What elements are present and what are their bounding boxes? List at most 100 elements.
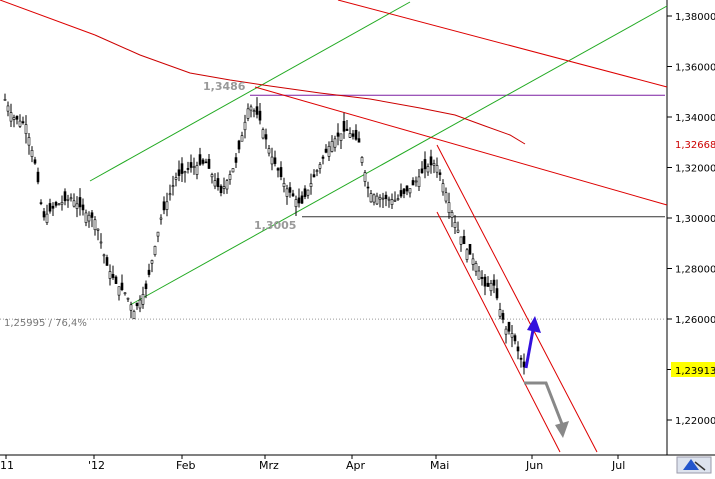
- candle-body: [192, 166, 196, 168]
- y-tick-label: 1,26000: [675, 315, 715, 326]
- candle-body: [507, 321, 511, 332]
- candle-body: [102, 254, 106, 257]
- candle-body: [27, 137, 31, 146]
- trend-line: [89, 1, 411, 182]
- candle-body: [150, 260, 154, 264]
- candle-body: [408, 188, 412, 194]
- candle-body: [51, 205, 55, 209]
- candle-body: [504, 328, 508, 335]
- candle-body: [117, 286, 121, 296]
- x-tick-label: Mrz: [259, 459, 279, 472]
- retracement-label: 1,25995 / 76,4%: [4, 318, 87, 329]
- y-tick-label: 1,22000: [675, 416, 715, 427]
- candle-body: [378, 197, 382, 200]
- candle-body: [417, 176, 421, 187]
- candle-body: [183, 171, 187, 174]
- candle-body: [336, 132, 340, 137]
- candle-body: [330, 141, 334, 152]
- candle-body: [462, 236, 466, 245]
- candle-body: [468, 243, 472, 255]
- x-tick-label: Apr: [346, 459, 366, 472]
- x-tick-label: '12: [88, 459, 105, 472]
- candle-body: [36, 171, 40, 183]
- candle-body: [18, 120, 22, 127]
- candle-body: [216, 178, 220, 187]
- candle-body: [270, 156, 274, 165]
- candle-body: [423, 159, 427, 170]
- candle-body: [93, 219, 97, 231]
- current-price-text: 1,23913: [675, 366, 715, 377]
- candle-body: [333, 138, 337, 148]
- candle-body: [63, 191, 67, 202]
- candle-body: [249, 106, 253, 111]
- x-tick-label: Jun: [525, 459, 543, 472]
- trend-lines: [0, 0, 668, 453]
- candle-body: [339, 133, 343, 141]
- candle-body: [204, 161, 208, 164]
- candle-body: [225, 180, 229, 190]
- arrow-up-shaft: [524, 329, 535, 369]
- candle-body: [522, 361, 526, 368]
- candle-body: [231, 168, 235, 173]
- candle-body: [129, 304, 133, 311]
- candle-body: [24, 124, 28, 134]
- candle-body: [30, 150, 34, 157]
- candle-body: [114, 276, 118, 284]
- candle-body: [297, 197, 301, 204]
- candle-body: [465, 249, 469, 260]
- candle-body: [447, 202, 451, 213]
- arrow-down-shaft: [524, 381, 564, 425]
- candle-body: [513, 335, 517, 342]
- candle-body: [426, 166, 430, 173]
- y-tick-label: 1,34000: [675, 113, 715, 124]
- candle-body: [162, 201, 166, 211]
- candle-body: [516, 346, 520, 352]
- y-tick-label: 1,36000: [675, 63, 715, 74]
- candle-body: [90, 212, 94, 218]
- candle-body: [384, 194, 388, 199]
- candle-body: [483, 276, 487, 287]
- trend-line: [436, 144, 598, 453]
- trend-line: [337, 0, 668, 88]
- candle-body: [246, 108, 250, 119]
- candle-body: [159, 217, 163, 220]
- candle-body: [105, 257, 109, 266]
- candle-body: [120, 282, 124, 291]
- forecast-arrows: [524, 316, 569, 438]
- candle-body: [264, 134, 268, 140]
- candle-body: [66, 199, 70, 201]
- y-tick-label: 1,30000: [675, 214, 715, 225]
- candle-body: [300, 195, 304, 204]
- candle-body: [189, 162, 193, 168]
- candle-body: [48, 203, 52, 212]
- candle-body: [435, 165, 439, 173]
- candle-body: [429, 156, 433, 166]
- candle-body: [153, 245, 157, 256]
- chart-settings-icon[interactable]: [676, 456, 712, 474]
- high-label: 1,3486: [203, 80, 246, 93]
- candle-body: [21, 121, 25, 124]
- candle-body: [366, 186, 370, 189]
- candle-body: [285, 188, 289, 197]
- x-tick-label: 11: [0, 459, 14, 472]
- moving-average-line: [94, 34, 526, 145]
- candle-body: [306, 189, 310, 196]
- candle-body: [228, 174, 232, 180]
- candle-body: [486, 282, 490, 287]
- candle-body: [144, 283, 148, 290]
- candle-body: [420, 168, 424, 174]
- candle-body: [477, 270, 481, 280]
- x-tick-label: Jul: [611, 459, 625, 472]
- ma-value-tag: [671, 136, 715, 151]
- candle-body: [438, 172, 442, 175]
- candle-body: [252, 110, 256, 112]
- candle-body: [519, 357, 523, 360]
- candle-body: [123, 292, 127, 295]
- candle-body: [198, 154, 202, 165]
- x-axis: 11 '12 Feb Mrz Apr Mai Jun Jul: [0, 455, 625, 472]
- candle-body: [282, 183, 286, 187]
- candle-body: [57, 203, 61, 206]
- candle-body: [258, 110, 262, 121]
- candle-body: [510, 333, 514, 338]
